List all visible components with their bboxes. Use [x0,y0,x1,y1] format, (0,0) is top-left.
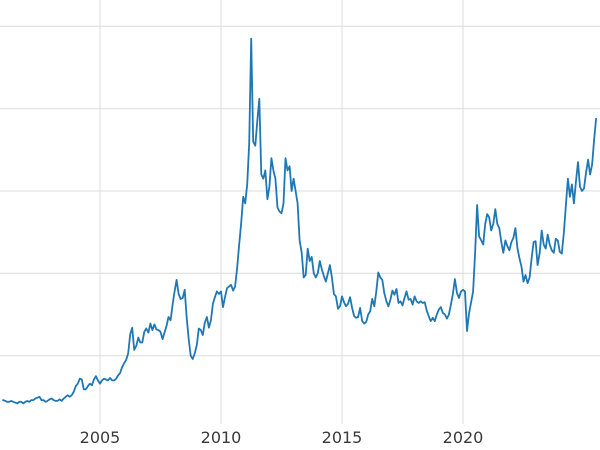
x-tick-label: 2015 [322,428,363,447]
gridlines [0,0,600,424]
x-tick-label: 2005 [80,428,121,447]
series-lines [2,37,597,405]
price-line-series [2,37,597,405]
x-tick-label: 2010 [201,428,242,447]
x-axis-tick-labels: 2005 2010 2015 2020 [80,428,484,447]
x-tick-label: 2020 [443,428,484,447]
